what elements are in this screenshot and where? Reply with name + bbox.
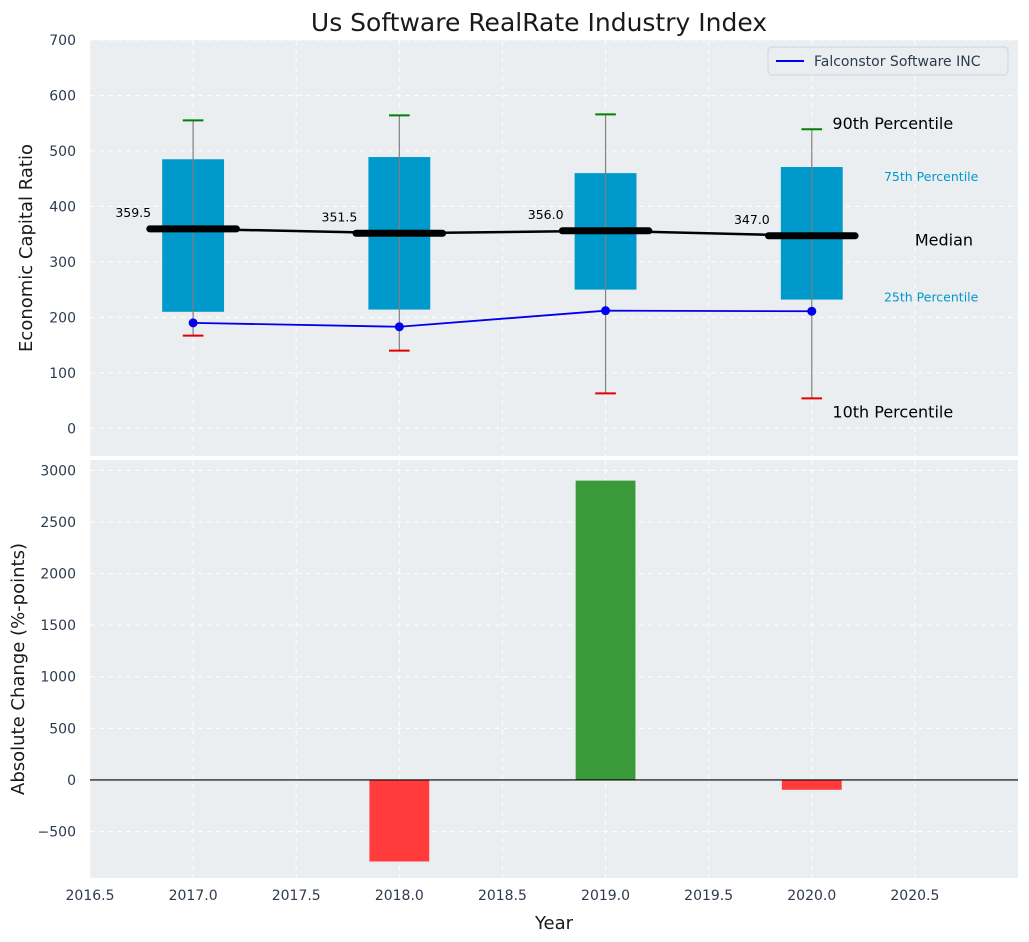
- top-y-tick-labels: 0 100 200 300 400 500 600 700: [49, 33, 76, 437]
- top-y-tick-label: 300: [49, 255, 76, 271]
- median-value-label: 356.0: [528, 207, 564, 222]
- x-tick-label: 2019.0: [581, 888, 630, 904]
- top-y-tick-label: 500: [49, 144, 76, 160]
- change-bar: [781, 779, 842, 790]
- annotation-p10: 10th Percentile: [832, 403, 953, 422]
- box-series: 359.5 351.5 356.0 347.0: [115, 113, 859, 400]
- bottom-panel: −500 0 500 1000 1500 2000 2500 3000 2016.5 2017.…: [38, 460, 1018, 904]
- top-plot-background: [90, 40, 1018, 456]
- company-line: [193, 309, 812, 328]
- x-tick-label: 2017.0: [169, 888, 218, 904]
- top-y-tick-label: 0: [67, 421, 76, 437]
- x-tick-labels: 2016.5 2017.0 2017.5 2018.0 2018.5 2019.0 2019…: [66, 888, 940, 904]
- median-value-label: 351.5: [322, 209, 358, 224]
- bottom-y-tick-label: 500: [49, 721, 76, 737]
- median-value-label: 347.0: [734, 212, 770, 227]
- legend-box: [767, 46, 1009, 76]
- chart-title: Us Software RealRate Industry Index: [311, 8, 767, 37]
- bottom-y-tick-label: 2000: [40, 567, 76, 583]
- change-bar: [575, 480, 636, 780]
- median-value-label: 359.5: [115, 205, 151, 220]
- x-tick-label: 2020.5: [890, 888, 939, 904]
- bottom-y-tick-label: 2500: [40, 515, 76, 531]
- x-tick-label: 2020.0: [787, 888, 836, 904]
- percentile-annotations: 90th Percentile 75th Percentile Median 25th…: [832, 114, 978, 421]
- bottom-y-tick-label: 0: [67, 773, 76, 789]
- top-y-tick-label: 600: [49, 88, 76, 104]
- x-tick-label: 2016.5: [66, 888, 115, 904]
- company-point: [188, 318, 198, 328]
- bottom-y-tick-label: 1000: [40, 670, 76, 686]
- median-trend-line: [193, 227, 812, 238]
- legend-label: Falconstor Software INC: [814, 54, 981, 70]
- change-bar: [369, 779, 430, 862]
- x-tick-label: 2018.5: [478, 888, 527, 904]
- bottom-plot-background: [90, 460, 1018, 878]
- company-point: [807, 306, 817, 316]
- top-y-tick-label: 400: [49, 199, 76, 215]
- top-y-tick-label: 700: [49, 33, 76, 49]
- company-point: [601, 306, 611, 316]
- annotation-median: Median: [915, 231, 973, 250]
- bottom-y-tick-labels: −500 0 500 1000 1500 2000 2500 3000: [38, 463, 76, 840]
- bottom-y-tick-label: −500: [38, 825, 76, 841]
- top-y-tick-label: 100: [49, 366, 76, 382]
- x-tick-label: 2018.0: [375, 888, 424, 904]
- bottom-y-tick-label: 1500: [40, 618, 76, 634]
- x-tick-label: 2017.5: [272, 888, 321, 904]
- top-panel: 0 100 200 300 400 500 600 700 359.5 351.5 356.0 34…: [49, 33, 1018, 456]
- annotation-p90: 90th Percentile: [832, 114, 953, 133]
- x-tick-label: 2019.5: [684, 888, 733, 904]
- legend: Falconstor Software INC: [767, 46, 1009, 76]
- annotation-p25: 25th Percentile: [884, 289, 979, 304]
- change-bars: [90, 480, 1018, 862]
- annotation-p75: 75th Percentile: [884, 169, 979, 184]
- company-series: [188, 306, 817, 332]
- top-y-axis-title: Economic Capital Ratio: [16, 144, 37, 352]
- top-y-tick-label: 200: [49, 310, 76, 326]
- bottom-y-tick-label: 3000: [40, 463, 76, 479]
- x-axis-title: Year: [534, 913, 574, 934]
- bottom-y-axis-title: Absolute Change (%-points): [8, 543, 29, 795]
- company-point: [394, 322, 404, 332]
